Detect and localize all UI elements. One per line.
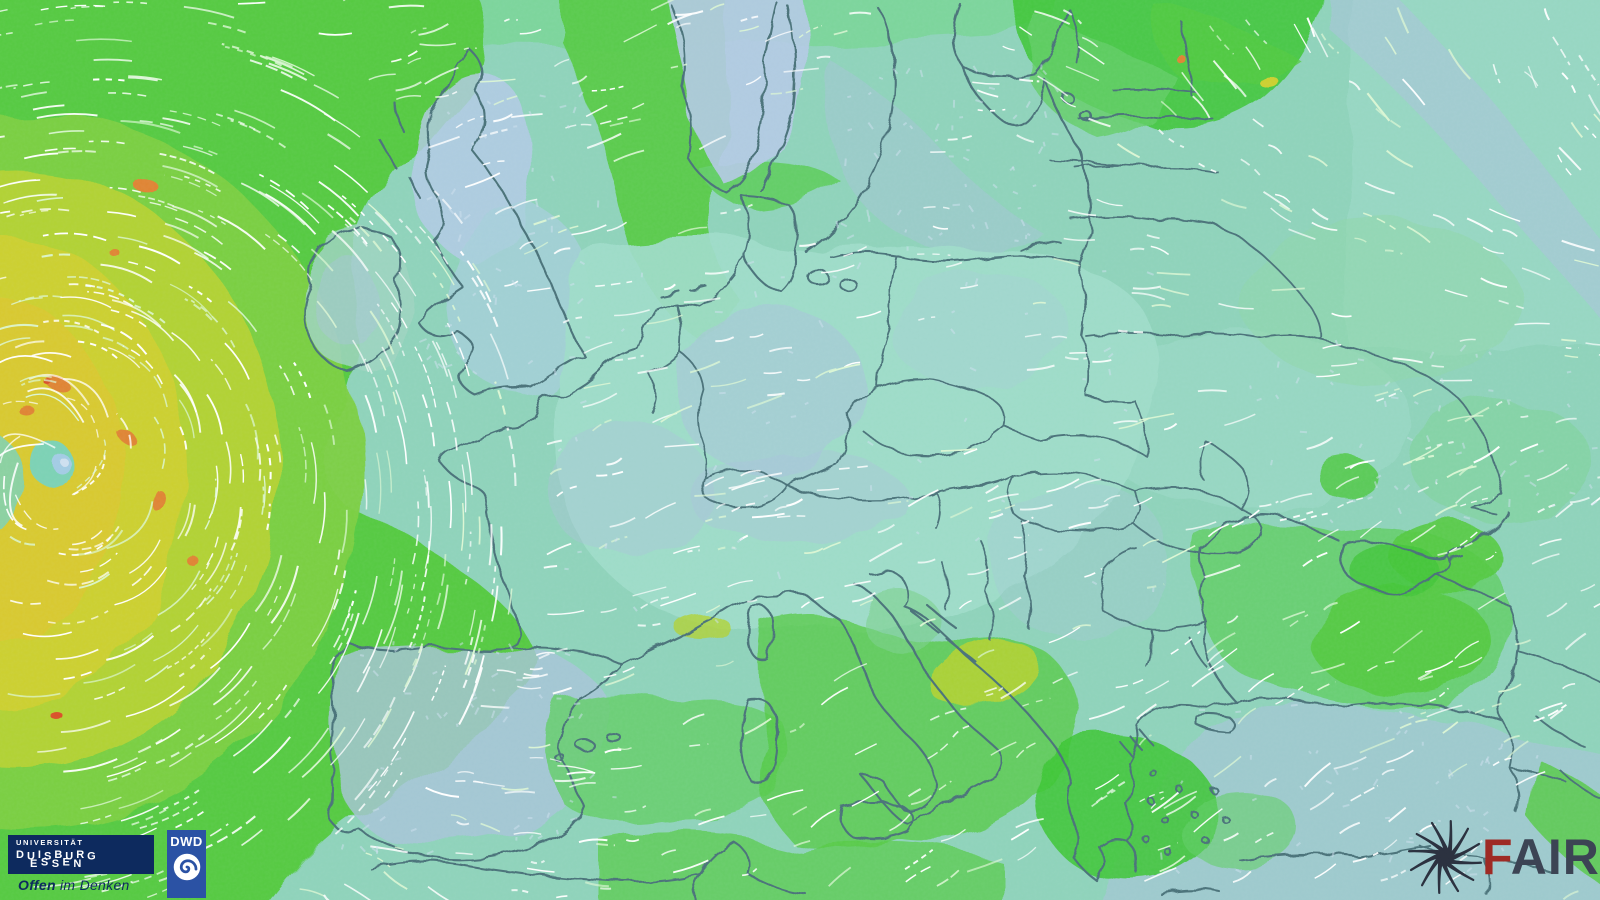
ude-logo-line1: UNIVERSITÄT [16, 838, 84, 847]
ude-tagline-rest: im Denken [55, 877, 130, 893]
country-borders-layer [647, 7, 1600, 897]
fair-pinwheel-icon [1407, 819, 1483, 895]
dwd-spiral-icon [173, 853, 200, 881]
fair-logo-text: FAIR [1482, 832, 1600, 882]
dwd-logo: DWD [167, 830, 206, 898]
fair-letter-f: F [1482, 829, 1511, 885]
ude-logo-line2: DUISBURG [16, 848, 99, 862]
ude-tagline-bold: Offen [18, 877, 56, 893]
coastline-layer [303, 0, 1519, 900]
fair-letters-air: AIR [1510, 829, 1600, 885]
ude-logo: UNIVERSITÄT DUISBURG ESSEN [8, 835, 154, 874]
fair-logo: FAIR [1404, 816, 1600, 900]
ude-tagline: Offen im Denken [18, 877, 130, 893]
dwd-logo-label: DWD [170, 834, 203, 849]
ude-logo-line3: ESSEN [30, 856, 85, 870]
